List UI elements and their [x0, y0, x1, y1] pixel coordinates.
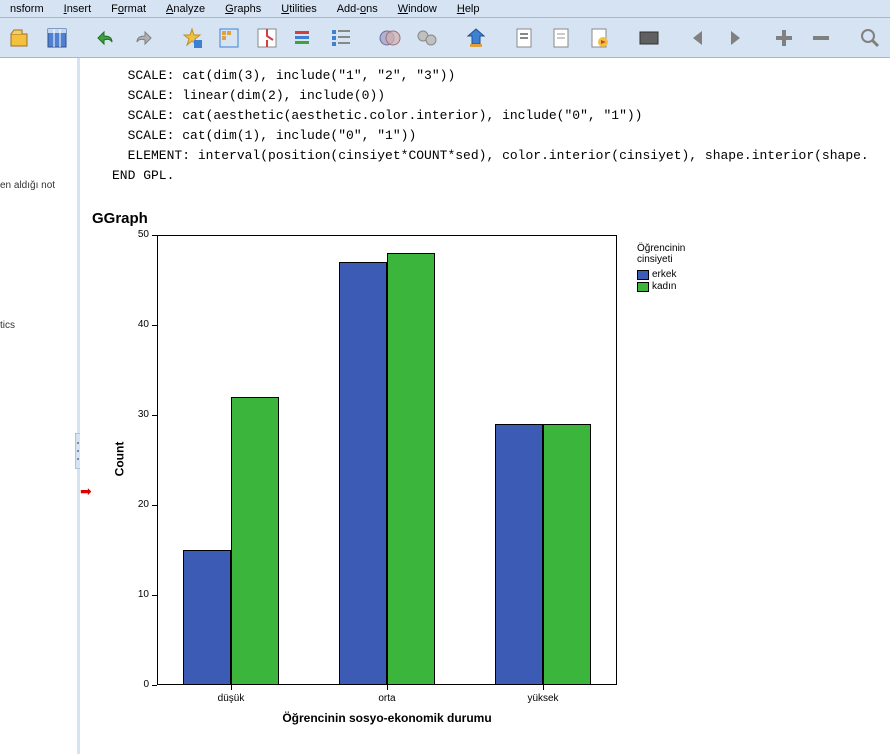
main-area: en aldığı not tics SCALE: cat(dim(3), in…: [0, 58, 890, 754]
weight-icon[interactable]: [412, 22, 443, 54]
variables-icon[interactable]: [251, 22, 282, 54]
chart[interactable]: ➡ 01020304050CountdüşükortayüksekÖğrenci…: [92, 235, 792, 735]
page2-icon[interactable]: [547, 22, 578, 54]
chart-bar: [495, 424, 543, 685]
menu-analyze[interactable]: Analyze: [156, 1, 215, 17]
menu-graphs[interactable]: Graphs: [215, 1, 271, 17]
section-title: GGraph: [92, 210, 890, 227]
menu-format[interactable]: Format: [101, 1, 156, 17]
goto-case-icon[interactable]: [177, 22, 208, 54]
page1-icon[interactable]: [510, 22, 541, 54]
menubar: nsform Insert Format Analyze Graphs Util…: [0, 0, 890, 18]
arrow-right-icon[interactable]: [719, 22, 750, 54]
chart-bar: [387, 253, 435, 685]
menu-insert[interactable]: Insert: [54, 1, 102, 17]
plus-icon[interactable]: [768, 22, 799, 54]
menu-window[interactable]: Window: [388, 1, 447, 17]
arrow-left-icon[interactable]: [682, 22, 713, 54]
list-icon[interactable]: [325, 22, 356, 54]
selection-arrow-icon: ➡: [80, 483, 92, 500]
toolbar: [0, 18, 890, 58]
outline-item-2[interactable]: tics: [0, 320, 15, 331]
table-icon[interactable]: [41, 22, 72, 54]
page-play-icon[interactable]: [584, 22, 615, 54]
output-viewer[interactable]: SCALE: cat(dim(3), include("1", "2", "3"…: [80, 58, 890, 754]
menu-utilities[interactable]: Utilities: [271, 1, 326, 17]
syntax-code: SCALE: cat(dim(3), include("1", "2", "3"…: [112, 66, 890, 186]
chart-bar: [183, 550, 231, 685]
outline-panel[interactable]: en aldığı not tics: [0, 58, 80, 754]
outline-item-1[interactable]: en aldığı not: [0, 180, 55, 191]
select-cases-icon[interactable]: [374, 22, 405, 54]
menu-help[interactable]: Help: [447, 1, 490, 17]
dialog-recall-icon[interactable]: [461, 22, 492, 54]
goto-var-icon[interactable]: [214, 22, 245, 54]
rect-icon[interactable]: [633, 22, 664, 54]
redo-icon[interactable]: [127, 22, 158, 54]
run-icon[interactable]: [288, 22, 319, 54]
menu-transform[interactable]: nsform: [0, 1, 54, 17]
chart-bar: [543, 424, 591, 685]
chart-bar: [339, 262, 387, 685]
undo-icon[interactable]: [90, 22, 121, 54]
chart-legend: Öğrencinincinsiyetierkekkadın: [637, 243, 685, 293]
open-icon[interactable]: [4, 22, 35, 54]
chart-bar: [231, 397, 279, 685]
zoom-icon[interactable]: [855, 22, 886, 54]
minus-icon[interactable]: [806, 22, 837, 54]
menu-addons[interactable]: Add-ons: [327, 1, 388, 17]
